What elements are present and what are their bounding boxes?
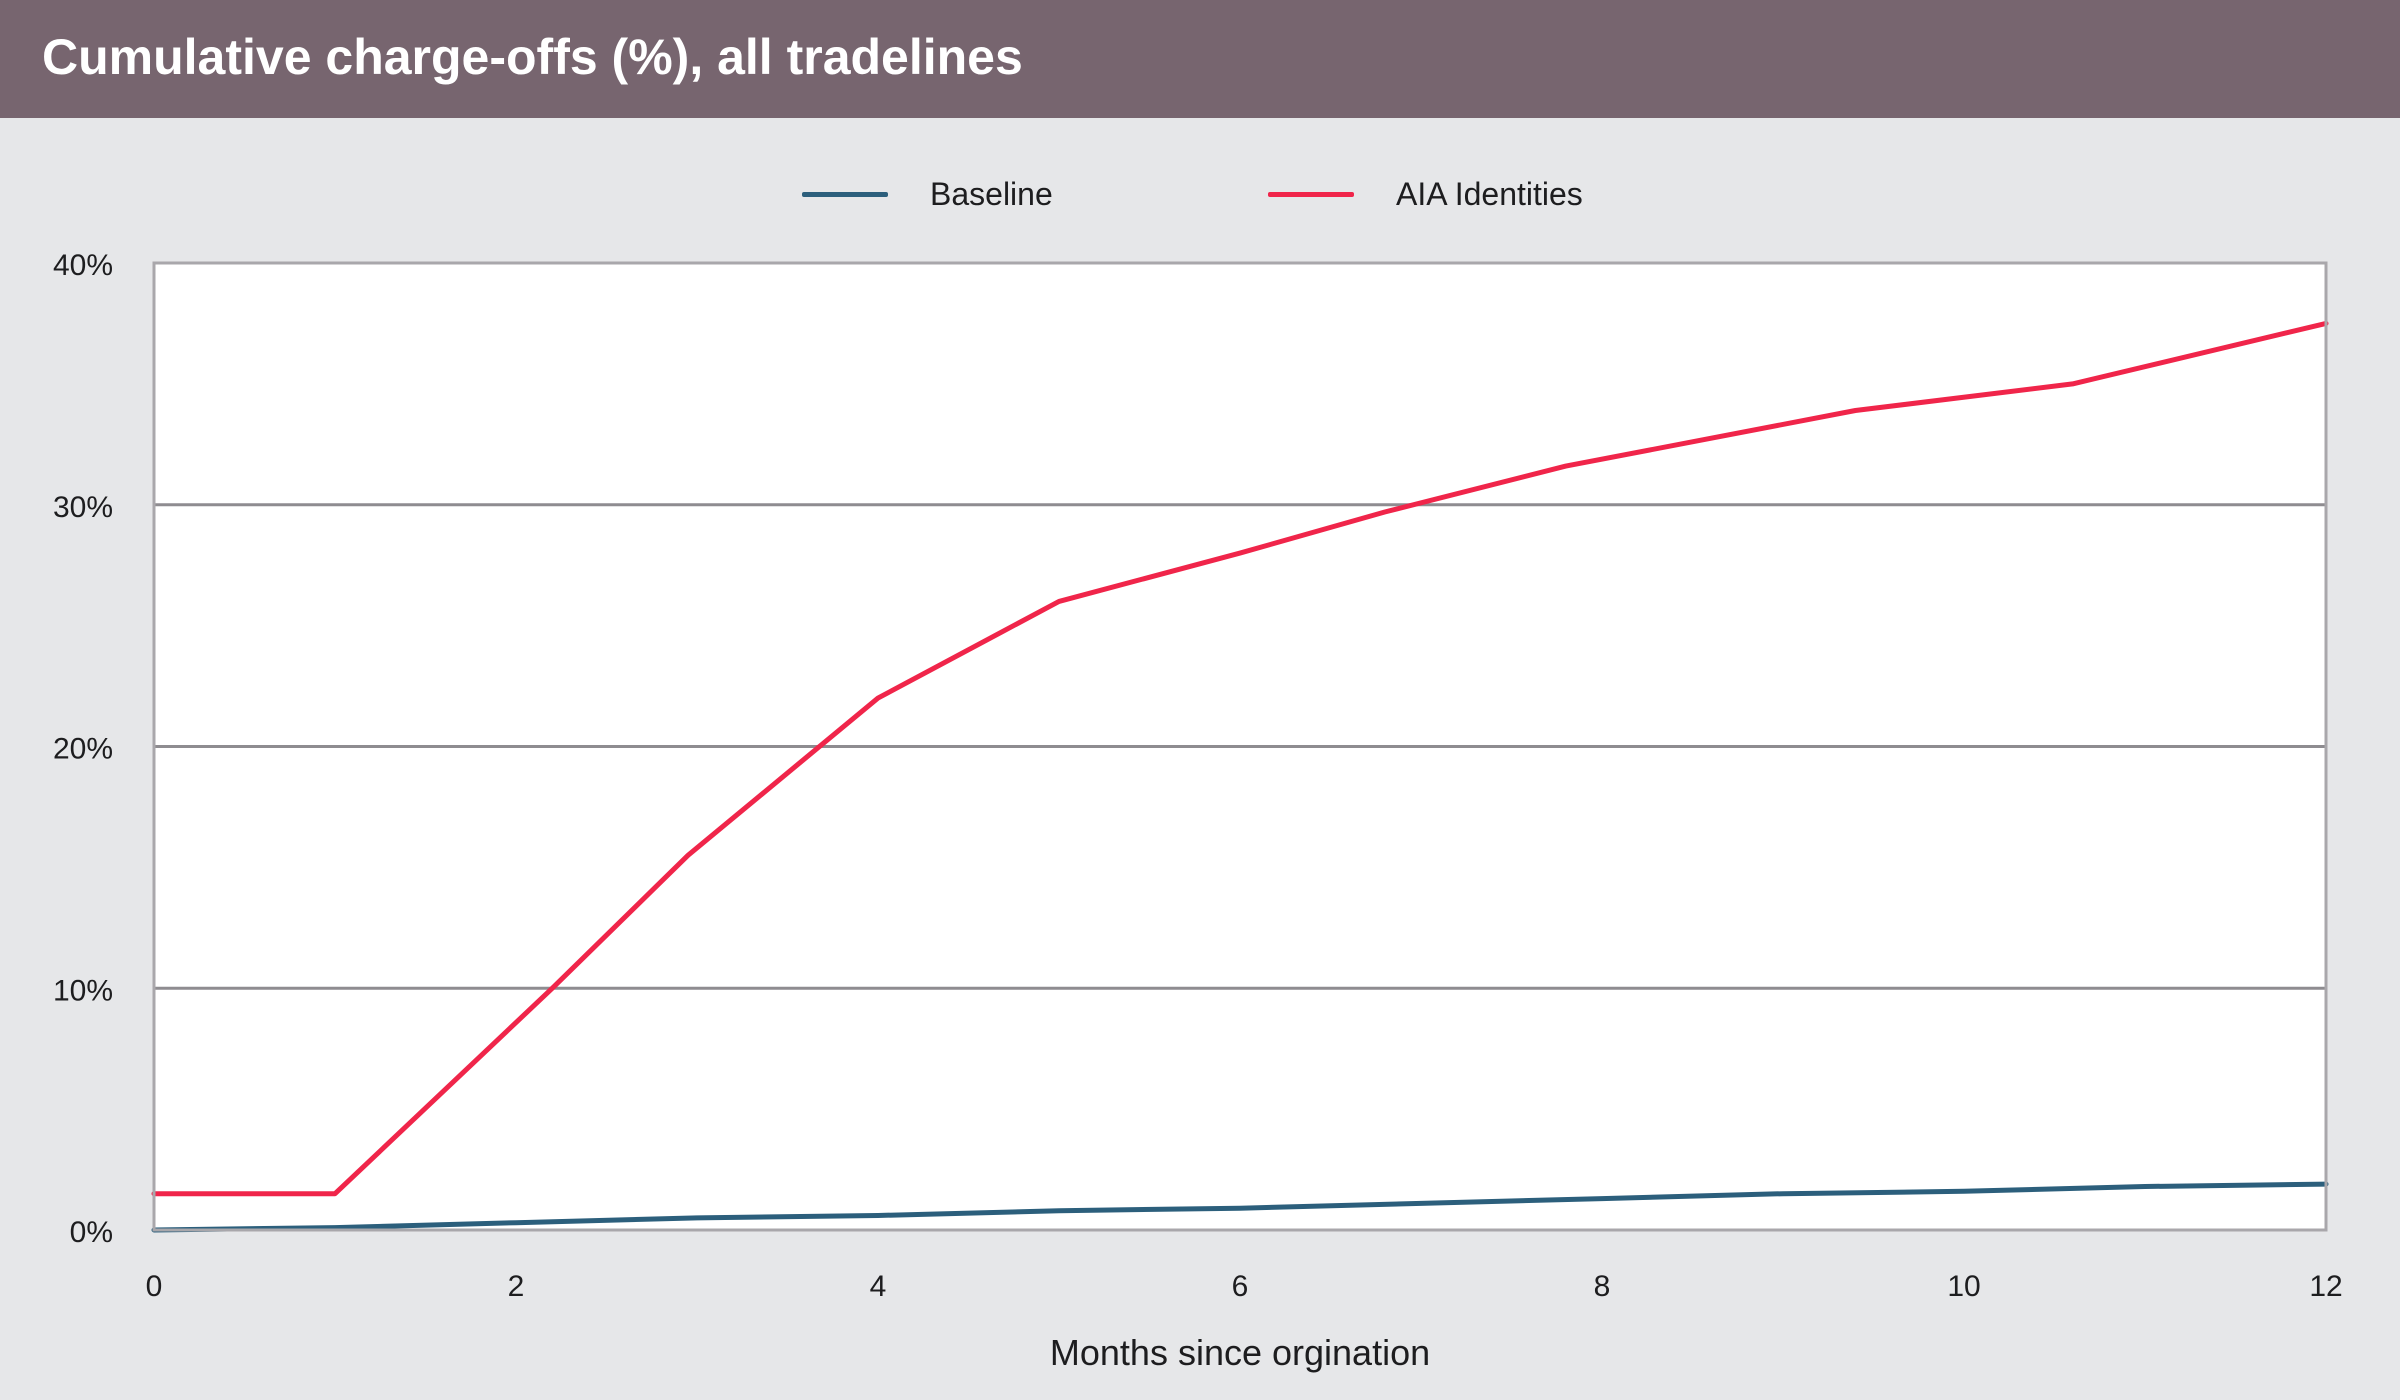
y-tick-label-0: 0% (70, 1216, 113, 1249)
series-lines (151, 320, 2329, 1233)
chart-title: Cumulative charge-offs (%), all tradelin… (42, 29, 1023, 85)
legend-label-aia-identities: AIA Identities (1396, 175, 1583, 212)
x-tick-label-4: 8 (1594, 1270, 1611, 1303)
legend-swatch-baseline (802, 191, 888, 197)
x-tick-label-5: 10 (1947, 1270, 1980, 1303)
series-line-baseline (151, 1181, 2329, 1233)
x-tick-label-6: 12 (2309, 1270, 2342, 1303)
legend-item-aia-identities: AIA Identities (1268, 172, 1583, 216)
grid-lines (154, 503, 2326, 990)
legend-label-baseline: Baseline (930, 175, 1053, 212)
plot-border (152, 261, 2328, 1232)
x-tick-label-0: 0 (146, 1270, 163, 1303)
legend-swatch-aia-identities (1268, 191, 1354, 197)
x-axis-ticks: 0 2 4 6 8 10 12 (146, 1270, 2343, 1303)
y-axis-ticks: 0% 10% 20% 30% 40% (53, 249, 113, 1249)
chart-legend: Baseline AIA Identities (0, 172, 2400, 216)
y-tick-label-2: 20% (53, 733, 113, 766)
y-tick-label-1: 10% (53, 974, 113, 1007)
series-line-aia-identities (151, 320, 2329, 1197)
y-tick-label-3: 30% (53, 491, 113, 524)
x-tick-label-2: 4 (870, 1270, 887, 1303)
x-tick-label-1: 2 (508, 1270, 525, 1303)
legend-item-baseline: Baseline (802, 172, 1053, 216)
y-tick-label-4: 40% (53, 249, 113, 282)
x-tick-label-3: 6 (1232, 1270, 1249, 1303)
chart-header: Cumulative charge-offs (%), all tradelin… (0, 0, 2400, 118)
x-axis-title: Months since orgination (1050, 1332, 1430, 1373)
